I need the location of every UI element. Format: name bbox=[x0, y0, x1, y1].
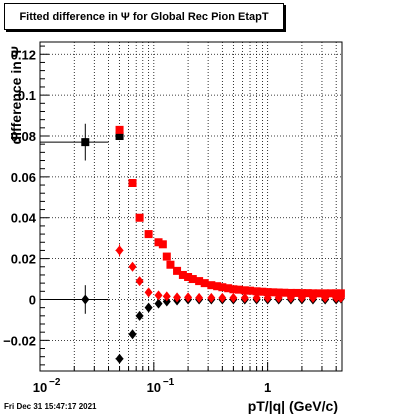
y-tick-label: 0 bbox=[29, 292, 36, 307]
y-tick-label: 0.04 bbox=[11, 211, 37, 226]
data-point-diamond bbox=[128, 261, 137, 272]
footer-timestamp: Fri Dec 31 15:47:17 2021 bbox=[4, 402, 97, 411]
data-point-diamond bbox=[207, 292, 216, 303]
data-point-square bbox=[218, 283, 227, 292]
plot-frame bbox=[39, 41, 343, 372]
x-tick-exponent: −1 bbox=[163, 377, 175, 388]
data-point-square bbox=[229, 285, 238, 294]
data-point-diamond bbox=[184, 292, 193, 303]
data-point-square bbox=[195, 277, 204, 286]
data-point-diamond bbox=[229, 292, 238, 303]
data-point-square bbox=[115, 132, 124, 140]
data-point-square bbox=[173, 266, 182, 275]
data-point-diamond bbox=[81, 294, 90, 305]
data-point-diamond bbox=[162, 291, 171, 302]
data-point-square bbox=[162, 252, 171, 261]
data-point-square bbox=[258, 287, 267, 296]
data-point-diamond bbox=[297, 292, 306, 303]
data-point-square bbox=[115, 125, 124, 134]
data-point-diamond bbox=[336, 292, 345, 303]
x-tick-exponent: −2 bbox=[49, 377, 61, 388]
x-tick-label: 10 bbox=[147, 380, 161, 395]
data-point-square bbox=[224, 284, 233, 293]
data-point-square bbox=[166, 260, 175, 269]
data-point-square bbox=[303, 289, 312, 298]
data-point-diamond bbox=[135, 276, 144, 287]
data-point-diamond bbox=[173, 292, 182, 303]
data-point-square bbox=[128, 179, 137, 187]
data-point-square bbox=[207, 281, 216, 290]
data-point-square bbox=[178, 270, 187, 279]
data-point-diamond bbox=[332, 292, 341, 303]
data-point-diamond bbox=[154, 290, 163, 301]
data-point-diamond bbox=[195, 292, 204, 303]
data-point-diamond bbox=[162, 296, 171, 307]
data-point-square bbox=[81, 138, 90, 147]
data-point-square bbox=[269, 288, 278, 297]
data-point-square bbox=[184, 273, 193, 281]
y-axis-label: difference in Ψ bbox=[8, 46, 24, 144]
y-tick-label: 0.12 bbox=[11, 47, 36, 62]
data-point-square bbox=[188, 275, 197, 284]
data-point-diamond bbox=[321, 292, 330, 303]
y-tick-label: 0.08 bbox=[11, 129, 36, 144]
data-point-diamond bbox=[144, 302, 153, 313]
data-point-square bbox=[158, 240, 167, 249]
chart-title: Fitted difference in Ψ for Global Rec Pi… bbox=[19, 11, 269, 23]
data-point-diamond bbox=[308, 292, 317, 303]
data-point-diamond bbox=[128, 329, 137, 340]
data-point-diamond bbox=[135, 310, 144, 321]
data-point-square bbox=[274, 288, 283, 297]
grid-layer bbox=[39, 42, 342, 371]
data-point-square bbox=[200, 279, 209, 288]
y-tick-label: 0.02 bbox=[11, 252, 36, 267]
data-point-diamond bbox=[218, 292, 227, 303]
data-point-square bbox=[240, 286, 249, 295]
data-point-diamond bbox=[144, 287, 153, 298]
data-point-square bbox=[234, 285, 243, 294]
data-point-diamond bbox=[240, 292, 249, 303]
x-axis-label: pT/|q| (GeV/c) bbox=[248, 398, 338, 414]
y-tick-label: −0.02 bbox=[3, 333, 36, 348]
data-point-square bbox=[280, 288, 289, 297]
data-point-diamond bbox=[154, 298, 163, 309]
data-point-square bbox=[292, 288, 301, 297]
data-point-square bbox=[154, 238, 163, 247]
data-point-square bbox=[213, 282, 222, 291]
data-point-diamond bbox=[263, 292, 272, 303]
data-point-diamond bbox=[252, 292, 261, 303]
data-point-square bbox=[263, 288, 272, 297]
title-box: Fitted difference in Ψ for Global Rec Pi… bbox=[4, 3, 284, 30]
label-layer: pT/|q| (GeV/c) difference in Ψ −0.02 0 0.0… bbox=[3, 46, 338, 414]
data-point-diamond bbox=[115, 245, 124, 256]
data-point-square bbox=[135, 213, 144, 222]
y-tick-label: 0.06 bbox=[11, 170, 36, 185]
tick-layer bbox=[39, 45, 337, 371]
data-point-diamond bbox=[274, 292, 283, 303]
y-tick-label: 0.1 bbox=[18, 88, 36, 103]
data-point-square bbox=[246, 286, 255, 295]
data-point-square bbox=[144, 230, 153, 239]
data-point-square bbox=[326, 289, 335, 298]
data-point-diamond bbox=[115, 353, 124, 364]
data-point-diamond bbox=[286, 292, 295, 303]
data-point-square bbox=[314, 289, 323, 298]
x-tick-label: 1 bbox=[264, 380, 271, 395]
x-tick-label: 10 bbox=[33, 380, 47, 395]
marker-layer bbox=[40, 123, 345, 364]
data-point-square bbox=[252, 287, 261, 296]
